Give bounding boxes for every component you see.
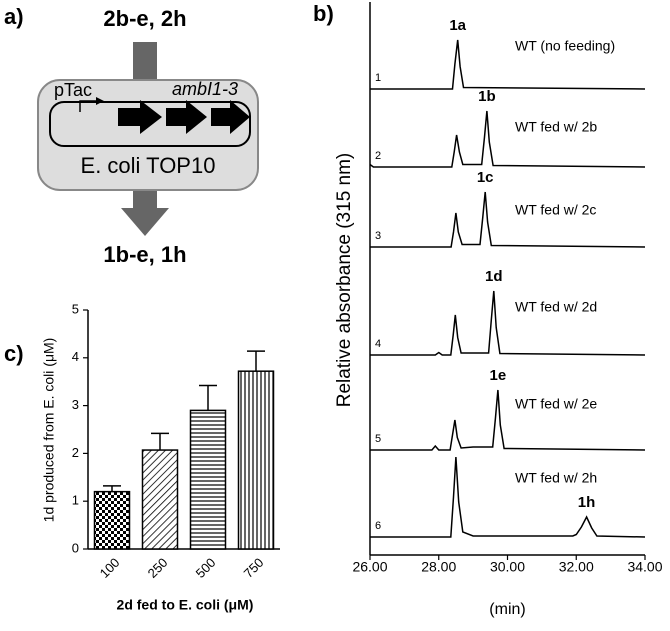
- promoter-arrowhead: [96, 97, 104, 105]
- y-axis-label: Relative absorbance (315 nm): [334, 153, 355, 408]
- trace: [370, 39, 646, 90]
- peak-label: 1c: [477, 169, 494, 186]
- trace: [370, 389, 646, 451]
- x-axis-label: 2d fed to E. coli (μM): [117, 597, 254, 613]
- peak-label: 1h: [578, 494, 596, 511]
- products: 1b-e, 1h: [103, 242, 186, 267]
- peak-label: 1a: [449, 17, 466, 34]
- y-tick-label: 4: [72, 349, 79, 364]
- gene: [118, 100, 162, 134]
- x-tick-label: 28.00: [421, 559, 456, 575]
- trace-number: 4: [375, 338, 381, 350]
- arrow-head: [121, 208, 169, 236]
- diagram: a) 2b-e, 2h pTac ambI1-3 E. coli TOP10 1…: [4, 4, 259, 267]
- panel-label: a): [4, 4, 24, 29]
- promoter-label: pTac: [54, 80, 92, 100]
- trace: [370, 290, 646, 356]
- trace-condition: WT fed w/ 2d: [515, 299, 597, 315]
- bar: [237, 370, 275, 550]
- trace: [369, 110, 646, 168]
- y-tick-label: 1: [72, 493, 79, 508]
- trace-condition: WT fed w/ 2e: [515, 396, 597, 412]
- bar: [189, 409, 227, 550]
- trace: [370, 456, 646, 538]
- x-tick-label: 750: [241, 555, 267, 581]
- host-label: E. coli TOP10: [81, 153, 216, 178]
- cell: [37, 79, 259, 191]
- x-tick-label: 32.00: [559, 559, 594, 575]
- trace: [370, 191, 646, 248]
- panel-label: b): [313, 1, 334, 26]
- y-tick-label: 2: [72, 445, 79, 460]
- y-tick-label: 3: [72, 397, 79, 412]
- x-tick-label: 100: [97, 555, 123, 581]
- bar: [93, 490, 131, 550]
- peak-label: 1e: [490, 367, 507, 384]
- y-axis-label: 1d produced from E. coli (μM): [41, 338, 57, 523]
- peak-label: 1b: [478, 88, 496, 105]
- plasmid: [49, 101, 251, 147]
- trace-condition: WT fed w/ 2c: [515, 202, 596, 218]
- trace-number: 3: [375, 230, 381, 242]
- gene: [166, 100, 207, 134]
- trace-number: 6: [375, 520, 381, 532]
- bar: [141, 449, 179, 550]
- gene: [211, 100, 250, 134]
- x-tick-label: 34.00: [627, 559, 662, 575]
- genes-label: ambI1-3: [172, 79, 238, 99]
- x-tick-label: 250: [145, 555, 171, 581]
- trace-condition: WT fed w/ 2h: [515, 470, 597, 486]
- x-tick-label: 500: [193, 555, 219, 581]
- trace-number: 1: [375, 72, 381, 84]
- panel-label: c): [4, 341, 24, 366]
- trace-number: 5: [375, 433, 381, 445]
- x-tick-label: 26.00: [352, 559, 387, 575]
- trace-condition: WT (no feeding): [515, 38, 615, 54]
- peak-label: 1d: [485, 268, 503, 285]
- substrates: 2b-e, 2h: [103, 6, 186, 31]
- y-tick-label: 0: [72, 540, 79, 555]
- trace-number: 2: [375, 150, 381, 162]
- trace-condition: WT fed w/ 2b: [515, 119, 597, 135]
- promoter-arrow: [79, 100, 100, 112]
- x-axis-label: (min): [489, 601, 525, 618]
- x-tick-label: 30.00: [490, 559, 525, 575]
- y-tick-label: 5: [72, 301, 79, 316]
